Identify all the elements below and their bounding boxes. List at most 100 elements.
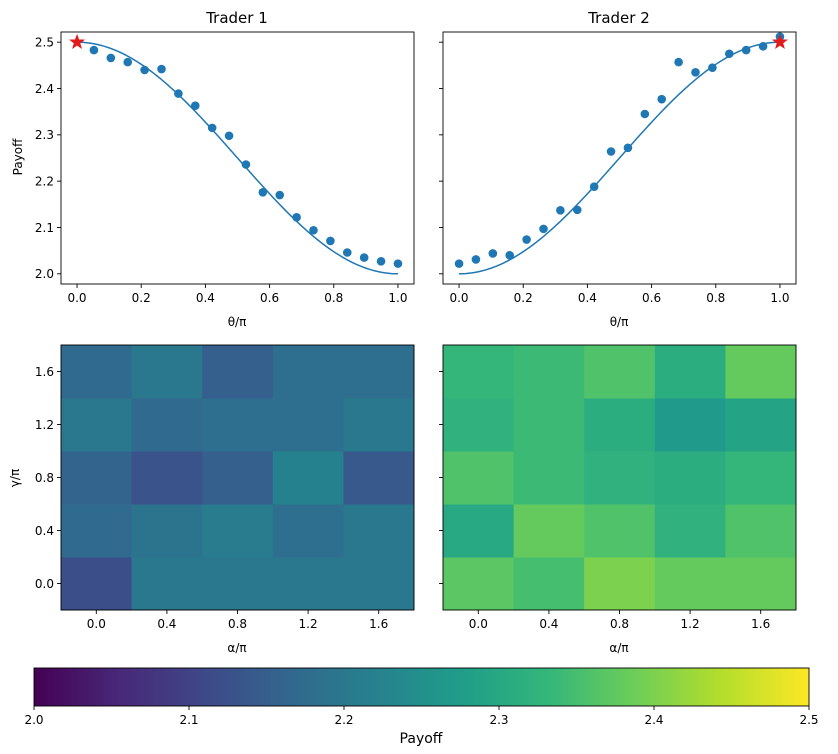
heatmap1-cell: [131, 451, 203, 505]
heatmap1-xtick-label: 0.8: [228, 617, 247, 631]
trader2-data-point: [623, 143, 633, 153]
heatmap2-cell: [513, 451, 585, 505]
trader2-theory-line: [459, 41, 780, 275]
heatmap1-cell: [202, 504, 274, 558]
trader1-data-point: [376, 257, 386, 266]
trader2-heatmap: α/π 0.0 0.4 0.8 1.2 1.6: [439, 344, 797, 655]
heatmap2-cell: [584, 451, 656, 505]
trader1-ytick-label: 2.3: [35, 128, 54, 142]
heatmap2-cell: [513, 557, 585, 611]
trader2-data-point: [606, 147, 616, 156]
trader1-theory-line: [77, 41, 398, 275]
heatmap2-cell: [513, 398, 585, 452]
heatmap2-xtick-label: 1.2: [681, 617, 700, 631]
colorbar-tick-label: 2.5: [799, 713, 818, 727]
heatmap1-cell: [202, 557, 274, 611]
heatmap1-cell: [202, 398, 274, 452]
heatmap1-cell: [61, 504, 133, 558]
heatmap2-cell: [654, 557, 726, 611]
colorbar-tick-label: 2.0: [24, 713, 43, 727]
heatmap1-cell: [202, 451, 274, 505]
trader2-axes-frame: [442, 31, 797, 285]
heatmap1-cell: [131, 398, 203, 452]
heatmap2-xtick-label: 1.6: [751, 617, 770, 631]
heatmap2-xtick-label: 0.8: [610, 617, 629, 631]
trader1-data-point: [241, 160, 251, 169]
heatmap1-cell: [61, 345, 133, 399]
trader1-data-point: [157, 64, 166, 74]
colorbar-tick-label: 2.4: [644, 713, 663, 727]
trader1-xtick-label: 0.0: [67, 291, 86, 305]
trader1-data-point: [140, 65, 149, 75]
trader1-ylabel: Payoff: [11, 138, 25, 175]
trader1-xtick-label: 1.0: [388, 291, 407, 305]
colorbar-gradient: [34, 668, 809, 706]
heatmap1-cell: [272, 398, 344, 452]
heatmap1-cell: [343, 345, 415, 399]
trader2-xtick-label: 0.0: [449, 291, 468, 305]
heatmap1-cell: [272, 557, 344, 611]
trader1-data-point: [275, 190, 285, 200]
trader2-data-point: [539, 224, 548, 234]
trader1-data-point: [106, 53, 116, 63]
trader1-xtick-label: 0.2: [132, 291, 151, 305]
trader1-xtick-label: 0.4: [196, 291, 215, 305]
trader2-xlabel: θ/π: [610, 315, 629, 329]
trader1-data-point: [393, 259, 403, 268]
heatmap1-xtick-label: 1.6: [369, 617, 388, 631]
trader2-data-point: [708, 63, 717, 72]
heatmap1-cell: [131, 345, 203, 399]
heatmap2-xtick-label: 0.0: [469, 617, 488, 631]
trader1-data-point: [359, 253, 369, 262]
heatmap2-cell: [443, 451, 515, 505]
trader1-ytick-label: 2.1: [35, 221, 54, 235]
trader2-chart: Trader 2 θ/π 0.0 0.2 0.4 0.6 0.8 1.0: [439, 9, 797, 329]
heatmap1-cell: [202, 345, 274, 399]
trader1-data-point: [326, 236, 335, 246]
heatmap1-cell: [343, 504, 415, 558]
heatmap1-cell: [343, 557, 415, 611]
trader1-data-point: [207, 123, 217, 133]
trader2-data-point: [640, 109, 650, 119]
heatmap2-cell: [443, 504, 515, 558]
heatmap1-xtick-label: 0.0: [87, 617, 106, 631]
trader1-ytick-label: 2.2: [35, 174, 54, 188]
trader1-xlabel: θ/π: [228, 315, 247, 329]
trader1-title: Trader 1: [205, 9, 268, 27]
heatmap2-xlabel: α/π: [609, 641, 628, 655]
heatmap1-cell: [61, 557, 133, 611]
trader2-data-point: [724, 49, 734, 59]
trader1-data-point: [292, 212, 301, 222]
heatmap1-cell: [131, 557, 203, 611]
trader2-data-point: [691, 68, 700, 77]
trader2-data-point: [471, 255, 481, 264]
trader2-data-point: [488, 249, 498, 258]
trader1-ytick-label: 2.4: [35, 82, 54, 96]
heatmap2-cell: [443, 557, 515, 611]
heatmap2-cell: [443, 345, 515, 399]
heatmap1-ytick-label: 1.2: [35, 418, 54, 432]
trader2-xtick-label: 0.2: [514, 291, 533, 305]
heatmap1-ylabel: γ/π: [8, 469, 22, 487]
heatmap1-cell: [343, 398, 415, 452]
trader2-data-point: [522, 235, 531, 244]
heatmap2-cell: [725, 504, 797, 558]
heatmap2-cell: [443, 398, 515, 452]
heatmap2-cell: [584, 557, 656, 611]
heatmap1-cell: [343, 451, 415, 505]
trader1-data-point: [89, 45, 99, 55]
colorbar-frame: [33, 667, 810, 707]
trader1-data-point: [224, 131, 234, 141]
trader2-data-point: [556, 206, 565, 215]
trader1-optimum-star: [69, 33, 86, 49]
trader1-data-point: [123, 57, 133, 67]
trader1-axes-frame: [60, 31, 415, 285]
trader1-chart: Trader 1 θ/π Payoff 0.0 0.2 0.4 0.6 0.8 1.0 2.…: [11, 9, 415, 329]
trader2-xtick-label: 0.6: [642, 291, 661, 305]
trader1-data-point: [342, 248, 352, 257]
heatmap2-cell: [654, 345, 726, 399]
heatmap2-cell: [513, 504, 585, 558]
heatmap2-xtick-label: 0.4: [539, 617, 558, 631]
trader1-ytick-label: 2.0: [35, 267, 54, 281]
heatmap2-cell: [654, 504, 726, 558]
